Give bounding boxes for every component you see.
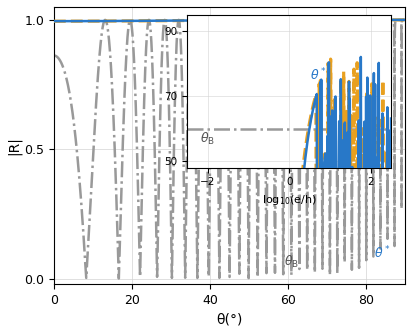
X-axis label: θ(°): θ(°) bbox=[216, 312, 243, 326]
Text: $\theta_\mathrm{B}$: $\theta_\mathrm{B}$ bbox=[284, 254, 299, 270]
Y-axis label: |R|: |R| bbox=[7, 136, 21, 155]
Text: $\theta^*$: $\theta^*$ bbox=[374, 244, 391, 261]
